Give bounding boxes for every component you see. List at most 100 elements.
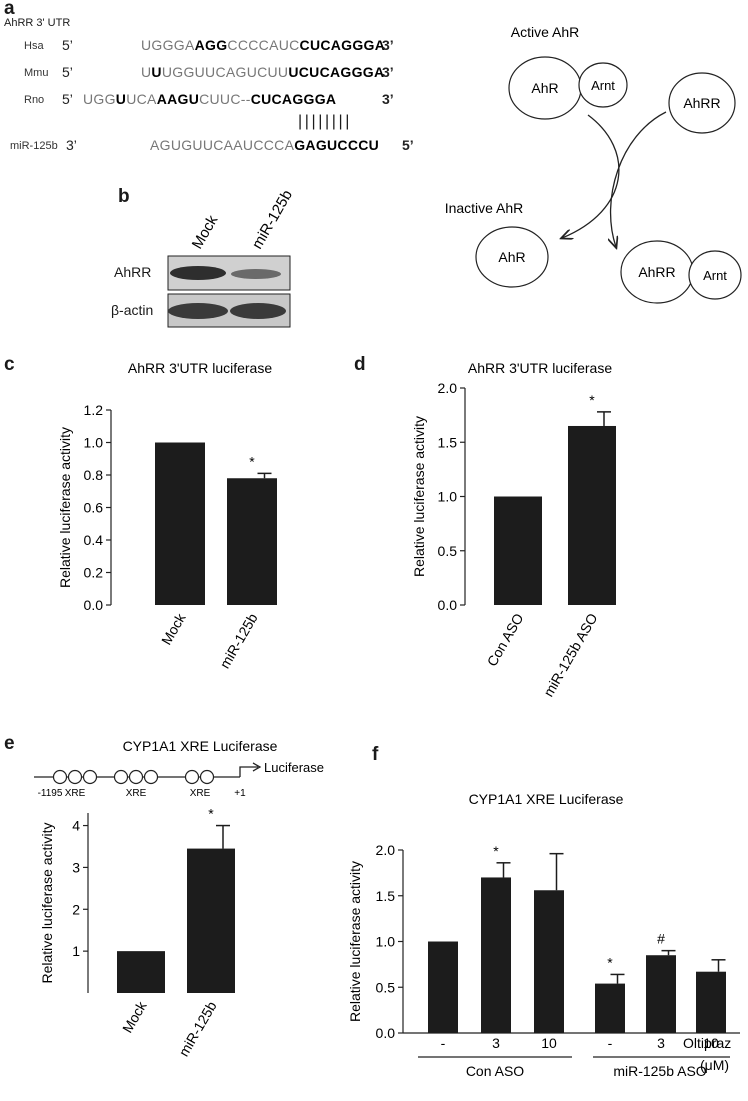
y-axis-label: Relative luciferase activity <box>57 427 73 588</box>
treatment-label: Oltipraz <box>683 1035 731 1051</box>
category-label: miR-125b <box>175 998 219 1059</box>
group-label: miR-125b ASO <box>613 1063 706 1079</box>
xre-site-circle <box>82 769 98 785</box>
tss-arrow-head <box>252 762 262 772</box>
sequence-segment: UGGUUCAGUCUU <box>161 64 289 80</box>
chart-title: CYP1A1 XRE Luciferase <box>123 738 278 754</box>
ahrr-mechanism-diagram: Active AhR AhR Arnt AhRR Inactive AhR Ah… <box>445 24 742 304</box>
chart-title: AhRR 3'UTR luciferase <box>128 360 272 376</box>
five-prime-label: 5’ <box>62 37 73 53</box>
ahrr-free-ellipse <box>668 72 736 134</box>
xre-label: XRE <box>126 788 147 799</box>
y-tick-label: 0.0 <box>84 597 104 613</box>
species-label: Hsa <box>24 40 44 52</box>
category-label: - <box>441 1035 446 1051</box>
y-tick-label: 0.5 <box>376 979 396 995</box>
category-label: - <box>608 1035 613 1051</box>
sequence-segment: U <box>151 64 162 80</box>
sequence-segment: UCA <box>126 91 157 107</box>
panel-letter-c: c <box>4 354 15 375</box>
significance-mark: * <box>208 806 214 822</box>
significance-mark: * <box>493 843 499 859</box>
panel-letter-d: d <box>354 354 366 375</box>
y-tick-label: 1.0 <box>84 435 104 451</box>
utr-header: AhRR 3' UTR <box>4 17 71 29</box>
three-prime-label: 3’ <box>382 37 394 53</box>
chart-title: CYP1A1 XRE Luciferase <box>469 791 624 807</box>
xre-site-circle <box>199 769 215 785</box>
sequence-segment: GAGUCCCU <box>294 137 380 153</box>
bar <box>428 941 458 1033</box>
bar <box>568 425 616 605</box>
y-tick-label: 2.0 <box>438 380 458 396</box>
y-tick-label: 3 <box>72 859 80 875</box>
category-label: 3 <box>492 1035 500 1051</box>
bar <box>155 442 205 605</box>
sequence-segment: AAGU <box>156 91 200 107</box>
panel-letter-a: a <box>4 0 15 19</box>
y-tick-label: 0.2 <box>84 565 104 581</box>
ahrr-complex-text: AhRR <box>638 264 675 280</box>
sequence-segment: CCCCAUC <box>227 37 300 53</box>
y-axis-label: Relative luciferase activity <box>39 822 55 983</box>
panel-letter-b: b <box>118 186 130 207</box>
band-actin-mock <box>168 303 228 319</box>
xre-site-circle <box>128 769 144 785</box>
five-prime-label: 3’ <box>66 137 77 153</box>
chart-title: AhRR 3'UTR luciferase <box>468 360 612 376</box>
y-tick-label: 1.5 <box>376 888 396 904</box>
significance-mark: * <box>607 954 613 970</box>
y-tick-label: 0.4 <box>84 532 104 548</box>
ahr-inactive-ellipse <box>475 226 549 288</box>
arnt-complex-ellipse <box>688 250 742 300</box>
bar <box>481 877 511 1033</box>
y-tick-label: 1.0 <box>438 489 458 505</box>
y-tick-label: 0.5 <box>438 543 458 559</box>
species-label: Mmu <box>24 67 49 79</box>
sequence-row: UGGGAAGGCCCCAUCCUCAGGGA <box>141 37 385 53</box>
sequence-segment: UGG <box>83 91 116 107</box>
xre-site-circle <box>184 769 200 785</box>
xre-label: XRE <box>65 788 86 799</box>
band-actin-mir125b <box>230 303 286 319</box>
western-blot: Mock miR-125b <box>167 187 296 328</box>
three-prime-label: 3’ <box>382 91 394 107</box>
bar <box>646 955 676 1033</box>
bar <box>117 951 165 993</box>
active-ahr-label: Active AhR <box>511 24 579 40</box>
category-label: Con ASO <box>484 610 527 669</box>
base-pairing-lines: |||||||| <box>298 113 353 130</box>
y-tick-label: 0.0 <box>438 597 458 613</box>
sequence-segment: U <box>141 64 152 80</box>
ahr-inactive-text: AhR <box>498 249 525 265</box>
y-tick-label: 1.5 <box>438 434 458 450</box>
bar <box>187 848 235 993</box>
xre-site-circle <box>52 769 68 785</box>
category-label: miR-125b <box>216 610 260 671</box>
inactive-ahr-label: Inactive AhR <box>445 200 524 216</box>
category-label: 10 <box>703 1035 719 1051</box>
arrow-to-complex <box>611 111 667 247</box>
y-tick-label: 0.8 <box>84 467 104 483</box>
bar <box>696 971 726 1033</box>
three-prime-label: 5’ <box>402 137 414 153</box>
arnt-complex-text: Arnt <box>703 268 727 283</box>
category-label: 3 <box>657 1035 665 1051</box>
panel-letter-e: e <box>4 733 15 754</box>
five-prime-label: 5’ <box>62 91 73 107</box>
y-tick-label: 1 <box>72 943 80 959</box>
y-axis-label: Relative luciferase activity <box>347 861 363 1022</box>
significance-mark: * <box>589 392 595 408</box>
category-label: Mock <box>119 998 150 1036</box>
arnt-active-text: Arnt <box>591 78 615 93</box>
reporter-label: Luciferase <box>264 760 324 775</box>
category-label: Mock <box>158 610 189 648</box>
sequence-row: UUUGGUUCAGUCUUUCUCAGGGA <box>141 64 384 80</box>
bar <box>227 478 277 605</box>
significance-mark: # <box>657 931 665 947</box>
sequence-segment: U <box>115 91 127 107</box>
category-label: miR-125b ASO <box>540 610 601 699</box>
promoter-end-label: +1 <box>234 788 246 799</box>
five-prime-label: 5’ <box>62 64 73 80</box>
